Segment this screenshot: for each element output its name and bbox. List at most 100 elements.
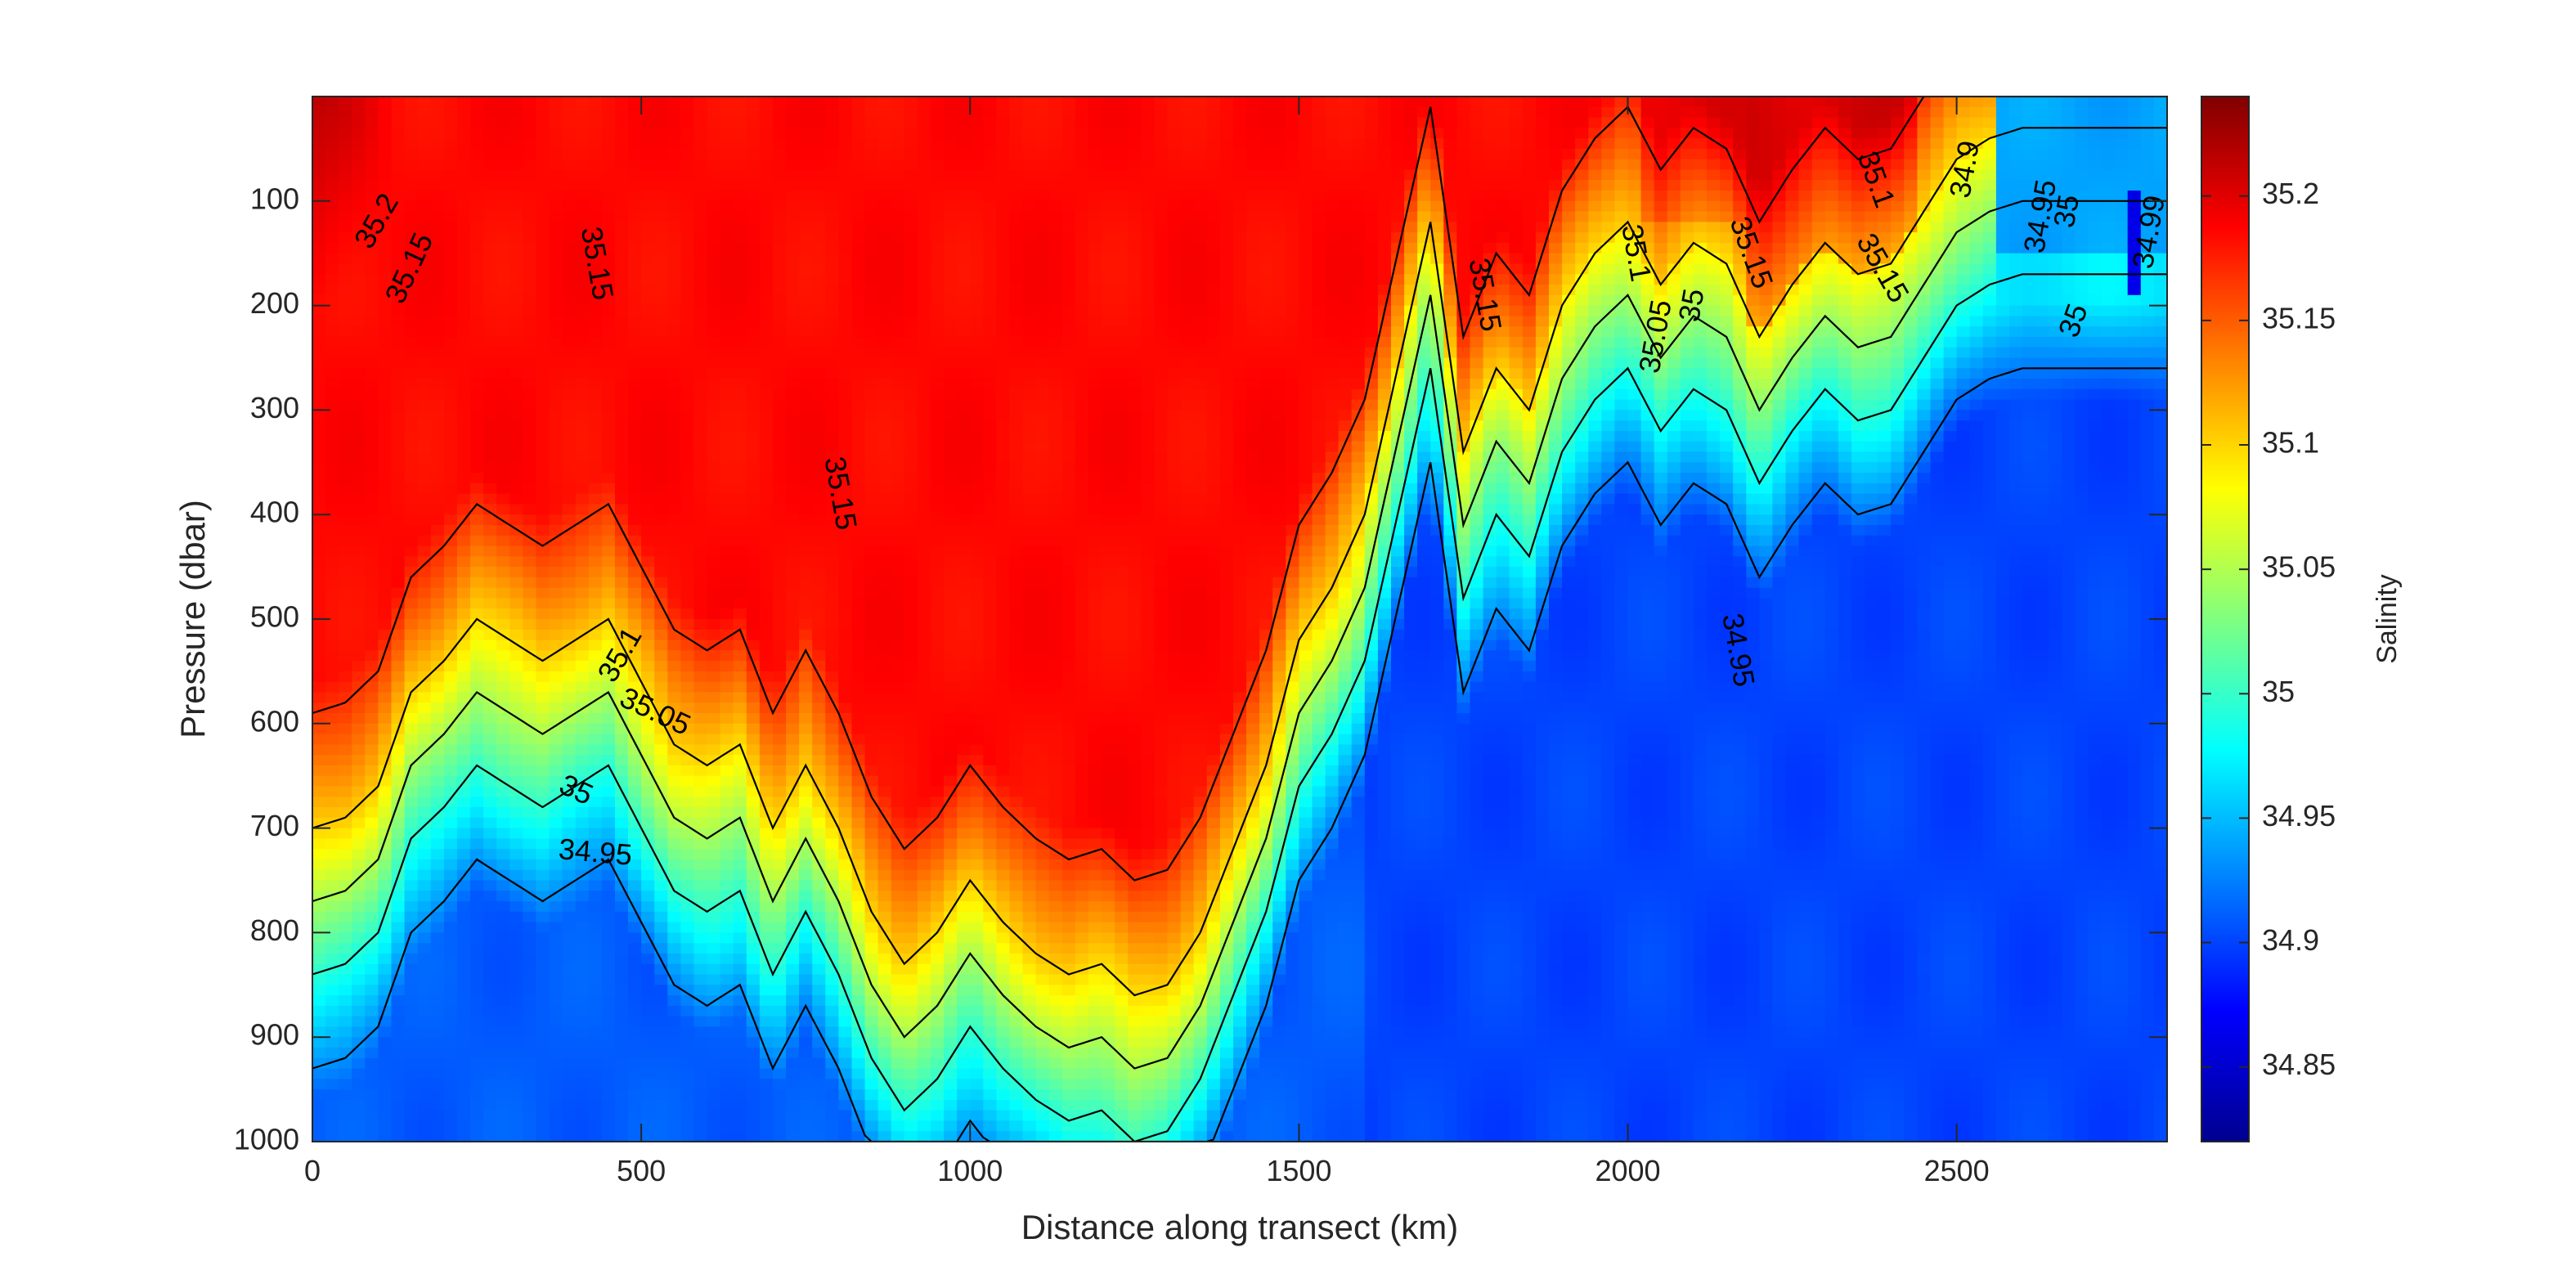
field-cell <box>509 1057 524 1070</box>
field-cell <box>483 932 497 944</box>
field-cell <box>759 285 774 296</box>
field-cell <box>812 608 827 620</box>
field-cell <box>339 954 353 965</box>
field-cell <box>404 995 419 1007</box>
field-cell <box>378 482 393 495</box>
field-cell <box>523 629 537 641</box>
field-cell <box>312 379 326 390</box>
field-cell <box>720 786 734 798</box>
field-cell <box>773 577 787 589</box>
field-cell <box>588 838 603 850</box>
field-cell <box>365 410 379 421</box>
field-cell <box>628 985 642 996</box>
field-cell <box>641 1005 655 1017</box>
field-cell <box>352 285 366 296</box>
field-cell <box>720 451 734 464</box>
field-cell <box>773 545 787 558</box>
field-cell <box>352 922 366 934</box>
field-cell <box>430 1016 445 1028</box>
field-cell <box>838 294 853 307</box>
field-cell <box>404 650 419 662</box>
field-cell <box>312 869 326 882</box>
field-cell <box>509 849 524 860</box>
field-cell <box>825 316 840 327</box>
field-cell <box>891 379 905 390</box>
field-cell <box>773 775 787 788</box>
field-cell <box>746 807 761 819</box>
field-cell <box>944 316 958 327</box>
field-cell <box>417 347 432 359</box>
field-cell <box>746 211 761 223</box>
field-cell <box>404 629 419 641</box>
field-cell <box>549 138 563 150</box>
field-cell <box>391 1131 406 1142</box>
field-cell <box>404 640 419 652</box>
field-cell <box>628 1110 642 1122</box>
field-cell <box>417 525 432 536</box>
field-cell <box>733 253 747 265</box>
field-cell <box>404 681 419 693</box>
field-cell <box>667 200 682 213</box>
field-cell <box>799 294 813 307</box>
field-cell <box>339 838 353 850</box>
field-cell <box>864 838 879 850</box>
field-cell <box>654 305 669 317</box>
field-cell <box>812 128 827 139</box>
field-cell <box>931 1005 945 1017</box>
field-cell <box>523 326 537 338</box>
field-cell <box>430 379 445 390</box>
field-cell <box>799 702 813 714</box>
field-cell <box>470 661 484 672</box>
field-cell <box>470 473 484 484</box>
field-cell <box>352 106 366 119</box>
field-cell <box>562 253 577 265</box>
field-cell <box>759 744 774 756</box>
field-cell <box>352 817 366 829</box>
field-cell <box>549 661 563 672</box>
field-cell <box>877 828 892 840</box>
field-cell <box>404 1057 419 1070</box>
field-cell <box>496 807 511 819</box>
field-cell <box>654 159 669 171</box>
field-cell <box>575 441 590 453</box>
field-cell <box>430 786 445 798</box>
field-cell <box>891 598 905 609</box>
field-cell <box>733 305 747 317</box>
field-cell <box>746 775 761 788</box>
field-cell <box>483 901 497 913</box>
field-cell <box>378 807 393 819</box>
field-cell <box>917 326 931 338</box>
field-cell <box>680 744 695 756</box>
field-cell <box>917 493 931 505</box>
field-cell <box>864 473 879 484</box>
field-cell <box>443 482 458 495</box>
field-cell <box>339 451 353 464</box>
field-cell <box>891 200 905 213</box>
field-cell <box>562 420 577 432</box>
field-cell <box>838 922 853 934</box>
field-cell <box>733 932 747 944</box>
field-cell <box>812 1099 827 1111</box>
field-cell <box>588 681 603 693</box>
field-cell <box>417 431 432 442</box>
field-cell <box>654 514 669 526</box>
field-cell <box>864 180 879 191</box>
field-cell <box>536 106 550 119</box>
field-cell <box>904 462 918 473</box>
field-cell <box>365 462 379 473</box>
field-cell <box>443 242 458 254</box>
field-cell <box>470 932 484 944</box>
field-cell <box>365 294 379 307</box>
field-cell <box>825 671 840 683</box>
field-cell <box>404 963 419 976</box>
field-cell <box>891 849 905 860</box>
field-cell <box>588 828 603 840</box>
field-cell <box>601 294 616 307</box>
field-cell <box>812 493 827 505</box>
field-cell <box>456 159 471 171</box>
field-cell <box>430 713 445 725</box>
field-cell <box>365 608 379 620</box>
field-cell <box>864 681 879 693</box>
field-cell <box>378 1026 393 1038</box>
field-cell <box>365 702 379 714</box>
